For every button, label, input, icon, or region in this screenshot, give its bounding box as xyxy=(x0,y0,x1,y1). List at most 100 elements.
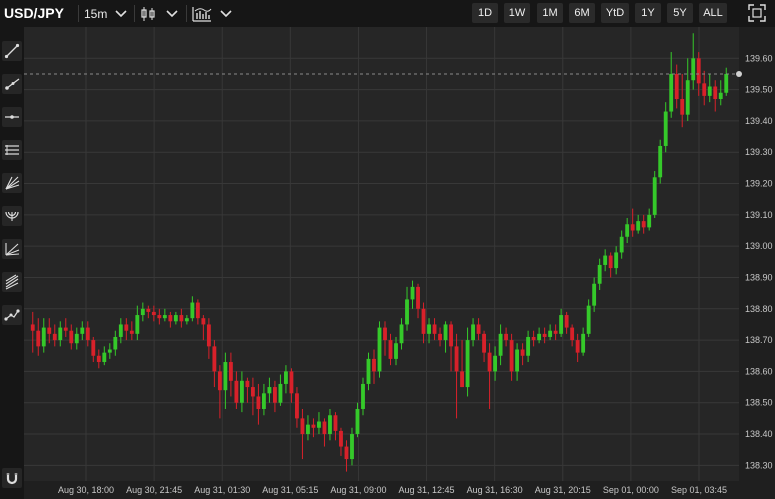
candle-body xyxy=(113,336,118,350)
candle-body xyxy=(102,352,107,363)
candle-body xyxy=(443,324,448,341)
candle-body xyxy=(107,349,112,353)
candle-body xyxy=(355,408,360,435)
candle-body xyxy=(432,324,437,334)
candle-body xyxy=(663,111,668,146)
range-button-6m[interactable]: 6M xyxy=(569,3,595,23)
candle-body xyxy=(476,324,481,334)
price-tick-label: 138.40 xyxy=(745,429,773,439)
candle-body xyxy=(289,371,294,394)
candle-body xyxy=(641,221,646,228)
range-button-1d[interactable]: 1D xyxy=(472,3,498,23)
candle-body xyxy=(570,327,575,341)
range-button-ytd[interactable]: YtD xyxy=(601,3,629,23)
candle-body xyxy=(394,343,398,359)
candle-body xyxy=(52,333,57,341)
candle-body xyxy=(471,324,475,341)
candle-body xyxy=(647,214,652,228)
candle-body xyxy=(636,221,641,231)
candle-body xyxy=(146,308,151,312)
candle-body xyxy=(85,327,90,341)
candle-body xyxy=(586,305,591,334)
price-tick-label: 139.30 xyxy=(745,147,773,157)
ray-tool[interactable] xyxy=(2,74,22,94)
candle-body xyxy=(140,308,145,316)
pitchfork-tool[interactable] xyxy=(2,272,22,292)
candle-body xyxy=(41,327,46,347)
chevron-down-icon xyxy=(220,9,232,17)
candle-body xyxy=(597,264,602,284)
time-tick-label: Aug 31, 01:30 xyxy=(194,485,250,495)
range-button-1y[interactable]: 1Y xyxy=(635,3,661,23)
candle-body xyxy=(256,396,261,409)
candle-body xyxy=(124,324,129,331)
time-tick-label: Aug 30, 21:45 xyxy=(126,485,182,495)
price-tick-label: 138.30 xyxy=(745,460,773,470)
candle-body xyxy=(311,424,316,428)
parallel-channel-tool[interactable] xyxy=(2,140,22,160)
candle-body xyxy=(449,324,453,347)
candle-body xyxy=(482,333,487,353)
candle-body xyxy=(350,434,354,460)
chevron-down-icon xyxy=(115,9,127,17)
fullscreen-icon[interactable] xyxy=(748,4,766,22)
candle-body xyxy=(47,327,52,334)
range-button-1m[interactable]: 1M xyxy=(537,3,563,23)
candle-body xyxy=(344,446,349,460)
indicators-icon xyxy=(192,6,212,22)
candle-body xyxy=(581,333,586,353)
price-tick-label: 139.00 xyxy=(745,241,773,251)
arc-tool[interactable] xyxy=(2,206,22,226)
price-chart[interactable]: 139.60 139.50 139.40 139.30 139.20 139.10 139.… xyxy=(24,27,775,499)
chart-type-select[interactable] xyxy=(134,3,178,24)
price-axis[interactable] xyxy=(739,27,775,499)
time-tick-label: Aug 31, 16:30 xyxy=(467,485,523,495)
candle-body xyxy=(206,324,211,347)
price-tick-label: 139.50 xyxy=(745,85,773,95)
fan-tool[interactable] xyxy=(2,173,22,193)
horizontal-line-tool[interactable] xyxy=(2,107,22,127)
candle-body xyxy=(63,327,68,331)
trend-line-icon xyxy=(4,43,20,59)
time-tick-label: Aug 30, 18:00 xyxy=(58,485,114,495)
candle-body xyxy=(69,330,74,344)
candle-body xyxy=(201,318,206,325)
range-button-all[interactable]: ALL xyxy=(699,3,727,23)
grid-lines xyxy=(24,27,739,481)
path-tool[interactable] xyxy=(2,305,22,325)
time-tick-label: Sep 01, 00:00 xyxy=(603,485,659,495)
candle-body xyxy=(515,349,520,372)
fib-retracement-tool[interactable] xyxy=(2,239,22,259)
price-tick-label: 139.10 xyxy=(745,210,773,220)
range-button-1w[interactable]: 1W xyxy=(504,3,530,23)
candle-body xyxy=(553,330,558,334)
price-tick-label: 139.20 xyxy=(745,179,773,189)
candle-body xyxy=(184,318,189,322)
candle-body xyxy=(416,286,420,309)
candle-body xyxy=(399,324,404,344)
interval-select[interactable]: 15m xyxy=(78,3,127,24)
candle-body xyxy=(498,333,503,356)
candle-body xyxy=(608,255,613,269)
candle-body xyxy=(630,224,635,231)
time-axis[interactable] xyxy=(24,481,739,499)
candle-body xyxy=(366,358,371,384)
candle-body xyxy=(168,315,173,322)
candle-body xyxy=(685,80,690,115)
top-toolbar: USD/JPY 15m xyxy=(0,0,775,27)
price-axis-labels: 139.60 139.50 139.40 139.30 139.20 139.10 139.… xyxy=(745,53,773,470)
price-tick-label: 138.60 xyxy=(745,366,773,376)
candle-body xyxy=(707,86,712,96)
trend-line-tool[interactable] xyxy=(2,41,22,61)
magnet-tool[interactable] xyxy=(2,468,22,488)
plot-area[interactable] xyxy=(24,27,739,481)
candle-body xyxy=(702,83,707,96)
candle-body xyxy=(438,333,442,341)
symbol-label[interactable]: USD/JPY xyxy=(4,5,64,21)
candle-body xyxy=(377,327,382,372)
candle-body xyxy=(272,387,277,403)
candle-body xyxy=(228,362,233,381)
indicators-select[interactable] xyxy=(186,3,232,24)
range-button-5y[interactable]: 5Y xyxy=(667,3,693,23)
candle-body xyxy=(619,236,624,253)
